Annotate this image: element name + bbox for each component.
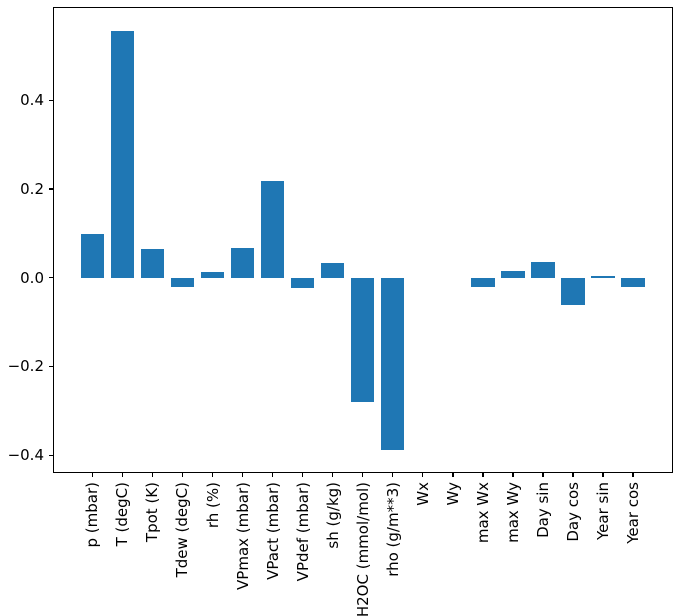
x-tick-mark: [392, 473, 394, 477]
x-tick-mark: [121, 473, 124, 477]
x-tick-mark: [482, 473, 484, 477]
x-tick-label-wy: Wy: [443, 482, 462, 506]
x-tick-label-t-degc: T (degC): [113, 482, 132, 547]
x-tick-mark: [301, 473, 304, 477]
x-tick-label-max-wy: max Wy: [503, 482, 522, 543]
bar-year-cos: [621, 277, 645, 288]
x-tick-mark: [271, 473, 274, 477]
x-tick-label-vpmax-mbar: VPmax (mbar): [233, 482, 252, 590]
x-tick-label-tpot-k: Tpot (K): [143, 482, 162, 543]
y-tick-mark: [49, 99, 53, 101]
x-tick-mark: [422, 473, 424, 477]
x-tick-mark: [181, 473, 184, 477]
plot-area: [53, 7, 673, 473]
x-tick-label-sh-g-kg: sh (g/kg): [323, 482, 342, 549]
bar-t-degc: [110, 31, 135, 278]
bar-vpact-mbar: [260, 180, 285, 278]
x-tick-label-p-mbar: p (mbar): [83, 482, 102, 548]
y-tick-mark: [49, 365, 53, 368]
bar-year-sin: [591, 275, 615, 278]
x-tick-mark: [151, 473, 154, 477]
bar-tpot-k: [140, 249, 165, 278]
bar-tdew-degc: [170, 277, 195, 288]
x-tick-mark: [362, 473, 364, 477]
bar-max-wy: [501, 270, 525, 278]
bar-rho-g-m-3: [381, 277, 405, 451]
x-tick-mark: [241, 473, 244, 477]
x-tick-mark: [542, 473, 544, 477]
x-tick-mark: [602, 473, 604, 477]
x-tick-label-year-sin: Year sin: [594, 482, 612, 541]
bar-h2oc-mmol-mol: [350, 277, 375, 402]
x-tick-label-rh: rh (%): [203, 482, 222, 529]
x-tick-label-tdew-degc: Tdew (degC): [173, 482, 192, 578]
x-tick-mark: [512, 473, 514, 477]
x-tick-label-vpdef-mbar: VPdef (mbar): [293, 482, 312, 582]
y-tick-label: −0.2: [7, 357, 44, 376]
x-tick-mark: [452, 473, 454, 477]
x-tick-mark: [331, 473, 334, 477]
x-tick-label-max-wx: max Wx: [473, 482, 492, 544]
y-tick-mark: [49, 277, 53, 279]
bar-sh-g-kg: [320, 262, 345, 278]
x-tick-mark: [211, 473, 214, 477]
bar-p-mbar: [80, 234, 105, 278]
x-tick-mark: [91, 473, 94, 477]
bar-rh: [200, 271, 225, 278]
y-tick-mark: [49, 454, 53, 456]
x-tick-label-year-cos: Year cos: [624, 482, 643, 544]
bar-vpdef-mbar: [290, 277, 315, 288]
bar-day-cos: [561, 277, 585, 306]
bar-vpmax-mbar: [230, 247, 255, 278]
x-tick-mark: [572, 473, 574, 477]
x-tick-label-day-cos: Day cos: [563, 482, 582, 542]
x-tick-label-day-sin: Day sin: [533, 482, 552, 538]
x-tick-label-wx: Wx: [413, 482, 432, 506]
bar-max-wx: [471, 277, 495, 288]
x-tick-label-rho-g-m-3: rho (g/m**3): [383, 482, 402, 577]
x-tick-label-vpact-mbar: VPact (mbar): [263, 482, 282, 580]
bar-day-sin: [531, 261, 555, 278]
y-tick-label: 0.2: [20, 179, 44, 198]
axes-frame: [53, 7, 673, 473]
x-tick-label-h2oc-mmol-mol: H2OC (mmol/mol): [353, 482, 372, 616]
y-tick-label: 0.4: [20, 91, 44, 110]
x-tick-mark: [632, 473, 634, 477]
y-tick-label: −0.4: [7, 446, 44, 465]
y-tick-label: 0.0: [20, 268, 44, 287]
y-tick-mark: [49, 188, 53, 190]
